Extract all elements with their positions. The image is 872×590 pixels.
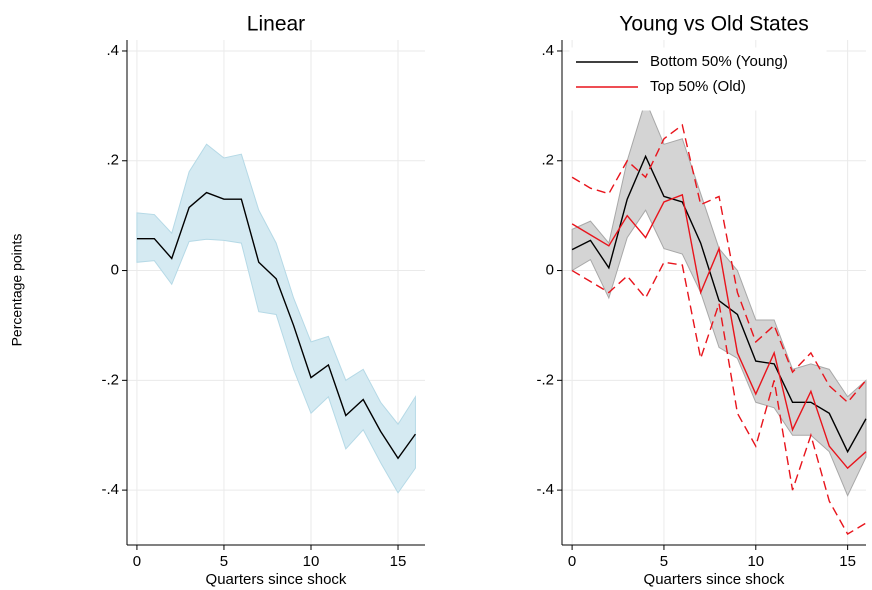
y-tick-label: .4 — [106, 42, 119, 59]
x-tick-label: 10 — [303, 553, 320, 570]
legend-box — [569, 47, 827, 111]
x-tick-label: 5 — [660, 553, 668, 570]
x-axis-label: Quarters since shock — [644, 571, 785, 588]
y-tick-label: -.2 — [536, 371, 554, 388]
y-tick-label: -.4 — [536, 481, 554, 498]
lower-bound-line — [571, 261, 867, 535]
y-tick-label: .4 — [541, 42, 554, 59]
chart-panel: .4 .2 0 -.2 -.4 0 5 10 15 Young vs Old States Quar… — [536, 13, 867, 588]
confidence-band — [571, 98, 867, 497]
series-line — [571, 154, 867, 454]
x-tick-label: 5 — [220, 553, 228, 570]
series-line — [136, 191, 416, 460]
x-axis-label: Quarters since shock — [206, 571, 347, 588]
x-tick-label: 10 — [747, 553, 764, 570]
x-tick-label: 15 — [839, 553, 856, 570]
y-tick-label: -.2 — [101, 371, 119, 388]
confidence-band — [136, 143, 416, 494]
y-tick-label: 0 — [111, 262, 119, 279]
y-tick-label: -.4 — [101, 481, 119, 498]
legend-label: Bottom 50% (Young) — [650, 53, 788, 70]
x-tick-label: 15 — [390, 553, 407, 570]
legend-label: Top 50% (Old) — [650, 78, 746, 95]
chart-title: Young vs Old States — [619, 13, 809, 36]
y-axis-label: Percentage points — [9, 234, 25, 347]
y-tick-label: 0 — [546, 262, 554, 279]
x-tick-label: 0 — [568, 553, 576, 570]
upper-bound-line — [571, 123, 867, 404]
series-line — [571, 193, 867, 470]
y-tick-label: .2 — [106, 152, 119, 169]
chart-panel: .4 .2 0 -.2 -.4 0 5 10 15 Linear Quarters since sh… — [101, 13, 425, 588]
y-tick-label: .2 — [541, 152, 554, 169]
legend: Bottom 50% (Young) Top 50% (Old) — [569, 47, 827, 111]
chart-title: Linear — [247, 13, 305, 36]
x-tick-label: 0 — [133, 553, 141, 570]
